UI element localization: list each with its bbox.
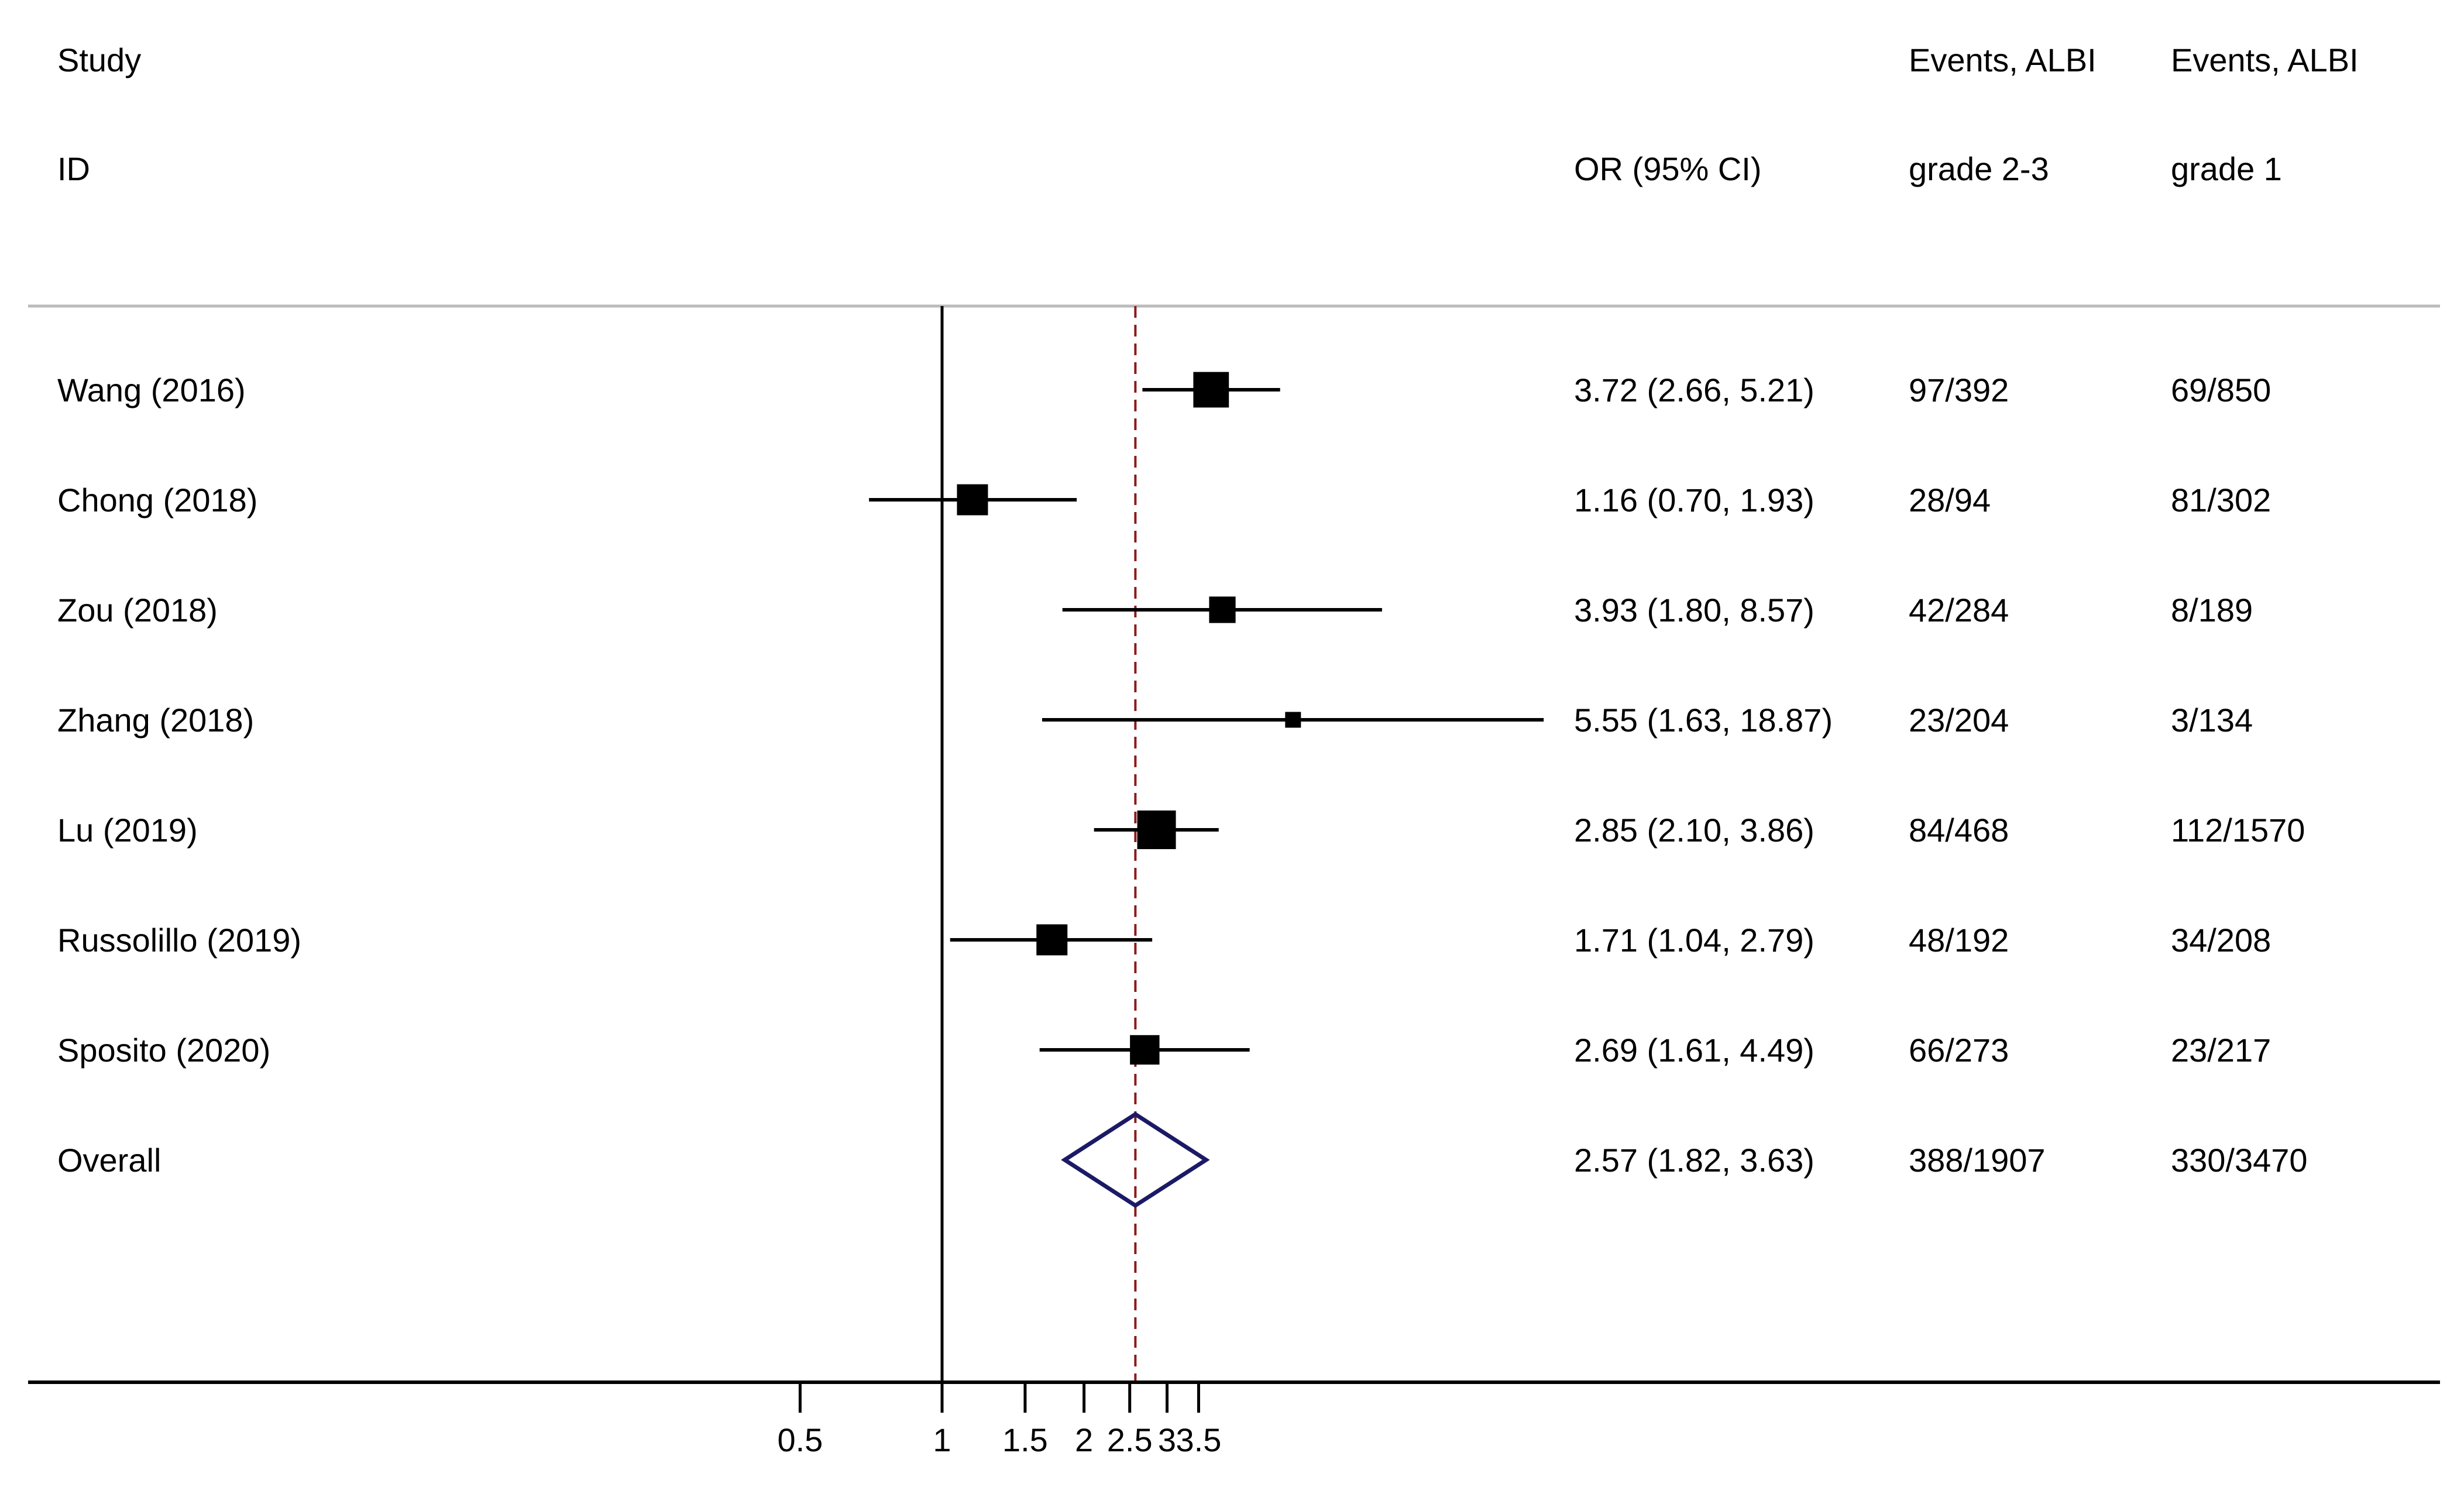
study-row: Zhang (2018) 5.55 (1.63, 18.87) 23/204 3/13…	[57, 702, 2253, 739]
or-ci-text: 2.69 (1.61, 4.49)	[1574, 1032, 1815, 1069]
events-grade-2-3: 23/204	[1909, 702, 2009, 739]
overall-or-ci-text: 2.57 (1.82, 3.63)	[1574, 1142, 1815, 1179]
point-estimate-marker	[1209, 596, 1236, 623]
events-grade-1: 69/850	[2171, 372, 2271, 408]
study-row: Lu (2019) 2.85 (2.10, 3.86) 84/468 112/1570	[57, 811, 2305, 849]
reference-lines	[940, 306, 1137, 1382]
or-ci-text: 3.93 (1.80, 8.57)	[1574, 592, 1815, 629]
events-grade-1: 8/189	[2171, 592, 2253, 629]
events-grade-1: 3/134	[2171, 702, 2253, 739]
events-grade-1: 81/302	[2171, 482, 2271, 518]
study-row: Sposito (2020) 2.69 (1.61, 4.49) 66/273 23/…	[57, 1032, 2271, 1069]
tick-label: 0.5	[777, 1421, 823, 1458]
header-events-a-line1: Events, ALBI	[1909, 42, 2097, 78]
or-ci-text: 2.85 (2.10, 3.86)	[1574, 812, 1815, 849]
point-estimate-marker	[1137, 811, 1176, 849]
or-ci-text: 3.72 (2.66, 5.21)	[1574, 372, 1815, 408]
tick-label: 3.5	[1176, 1421, 1222, 1458]
header-events-a-line2: grade 2-3	[1909, 150, 2049, 187]
study-label: Wang (2016)	[57, 372, 246, 408]
or-ci-text: 1.71 (1.04, 2.79)	[1574, 922, 1815, 959]
or-ci-text: 1.16 (0.70, 1.93)	[1574, 482, 1815, 518]
study-row: Chong (2018) 1.16 (0.70, 1.93) 28/94 81/302	[57, 482, 2271, 518]
events-grade-2-3: 28/94	[1909, 482, 1991, 518]
overall-label: Overall	[57, 1142, 161, 1179]
study-row: Wang (2016) 3.72 (2.66, 5.21) 97/392 69/850	[57, 372, 2271, 408]
study-label: Sposito (2020)	[57, 1032, 270, 1069]
or-ci-text: 5.55 (1.63, 18.87)	[1574, 702, 1833, 739]
events-grade-1: 23/217	[2171, 1032, 2271, 1069]
header-or: OR (95% CI)	[1574, 150, 1762, 187]
study-label: Zhang (2018)	[57, 702, 254, 739]
header-id: ID	[57, 150, 90, 187]
events-grade-2-3: 42/284	[1909, 592, 2009, 629]
tick-label: 3	[1158, 1421, 1176, 1458]
study-label: Zou (2018)	[57, 592, 218, 629]
point-estimate-marker	[1036, 924, 1068, 956]
study-row: Russolillo (2019) 1.71 (1.04, 2.79) 48/192…	[57, 922, 2271, 959]
point-estimate-marker	[1193, 372, 1229, 408]
events-grade-2-3: 84/468	[1909, 812, 2009, 849]
header-study: Study	[57, 42, 141, 78]
overall-events-grade-2-3: 388/1907	[1909, 1142, 2046, 1179]
study-label: Chong (2018)	[57, 482, 257, 518]
events-grade-2-3: 48/192	[1909, 922, 2009, 959]
overall-events-grade-1: 330/3470	[2171, 1142, 2308, 1179]
tick-label: 1	[933, 1421, 951, 1458]
point-estimate-marker	[957, 484, 988, 516]
header-events-b-line2: grade 1	[2171, 150, 2282, 187]
events-grade-2-3: 97/392	[1909, 372, 2009, 408]
header: Study ID OR (95% CI) Events, ALBI grade …	[57, 42, 2359, 187]
header-events-b-line1: Events, ALBI	[2171, 42, 2359, 78]
overall-row: Overall 2.57 (1.82, 3.63) 388/1907 330/3470	[57, 1111, 2308, 1208]
x-axis-ticks: 0.5 1 1.5 2 2.5 3 3.5	[777, 1382, 1221, 1458]
tick-label: 1.5	[1002, 1421, 1048, 1458]
study-rows: Wang (2016) 3.72 (2.66, 5.21) 97/392 69/850…	[57, 372, 2305, 1069]
study-label: Lu (2019)	[57, 812, 198, 849]
overall-diamond	[1061, 1111, 1210, 1208]
events-grade-1: 34/208	[2171, 922, 2271, 959]
events-grade-2-3: 66/273	[1909, 1032, 2009, 1069]
tick-label: 2.5	[1107, 1421, 1153, 1458]
tick-label: 2	[1075, 1421, 1093, 1458]
point-estimate-marker	[1285, 712, 1301, 728]
events-grade-1: 112/1570	[2171, 812, 2305, 849]
point-estimate-marker	[1130, 1035, 1160, 1065]
study-row: Zou (2018) 3.93 (1.80, 8.57) 42/284 8/189	[57, 592, 2253, 629]
study-label: Russolillo (2019)	[57, 922, 301, 959]
